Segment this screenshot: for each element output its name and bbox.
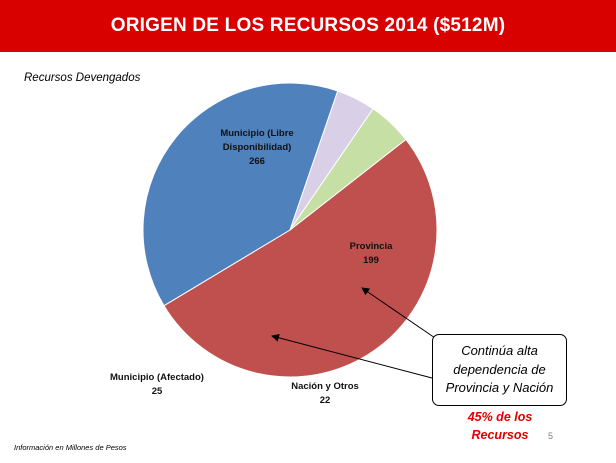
slice-label-3: Nación y Otros 22 [291,381,359,406]
slice-label-4: Municipio (Afectado) 25 [110,372,204,397]
chart-title: Recursos Devengados [24,72,141,84]
slice-label-1: Municipio (Libre Disponibilidad) 266 [220,128,293,167]
pie-slices [142,82,438,378]
slide-title: ORIGEN DE LOS RECURSOS 2014 ($512M) [110,15,506,36]
pie-slice-2 [142,82,339,307]
title-bar: ORIGEN DE LOS RECURSOS 2014 ($512M) [0,0,616,52]
callout-arrow-provincia [361,287,439,341]
pie-labels: Municipio (Libre Disponibilidad) 266 Provin… [110,128,393,406]
callout-arrow-nacion [271,333,433,379]
pie-slice-1 [163,138,438,378]
highlight-text: 45% de los Recursos [467,410,533,442]
slice-label-2: Provincia 199 [350,241,393,266]
callout-box: Continúa alta dependencia de Provincia y… [432,334,567,406]
pie-slice-4 [289,108,407,231]
slide-number: 5 [548,431,554,441]
footnote: Información en Millones de Pesos [14,443,127,452]
